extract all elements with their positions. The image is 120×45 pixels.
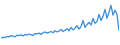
line xyxy=(1,5,119,38)
plot xyxy=(0,0,120,45)
series-group xyxy=(1,5,119,38)
chart xyxy=(0,0,120,45)
